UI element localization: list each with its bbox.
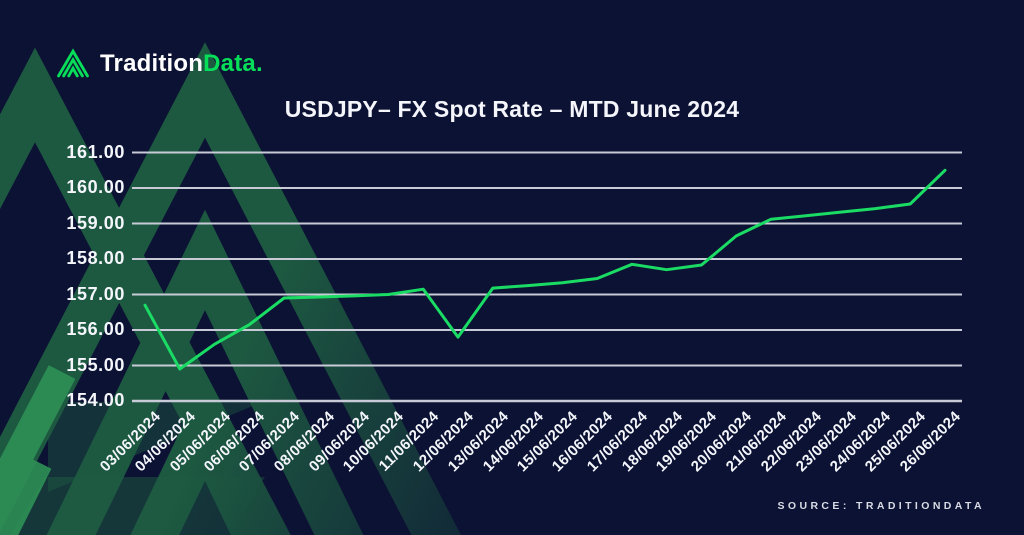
brand-logo-text: TraditionData. [100,50,263,78]
y-axis-label: 156.00 [66,319,125,339]
chart-title: USDJPY– FX Spot Rate – MTD June 2024 [284,96,740,122]
y-axis-label: 158.00 [66,248,125,268]
gridlines [132,151,962,403]
brand-name-primary: Tradition [100,50,204,77]
source-caption: SOURCE: TRADITIONDATA [777,500,985,512]
y-axis-label: 157.00 [66,283,125,304]
y-axis-label: 159.00 [66,212,125,233]
y-axis-label: 161.00 [66,141,125,162]
price-line [143,168,947,371]
brand-name-accent: Data. [203,50,263,77]
y-axis-label: 154.00 [66,390,125,410]
traditiondata-chevron-icon [57,48,89,78]
brand-logo: TraditionData. [56,47,263,81]
y-axis-label: 155.00 [66,354,125,375]
y-axis-label: 160.00 [66,177,125,197]
